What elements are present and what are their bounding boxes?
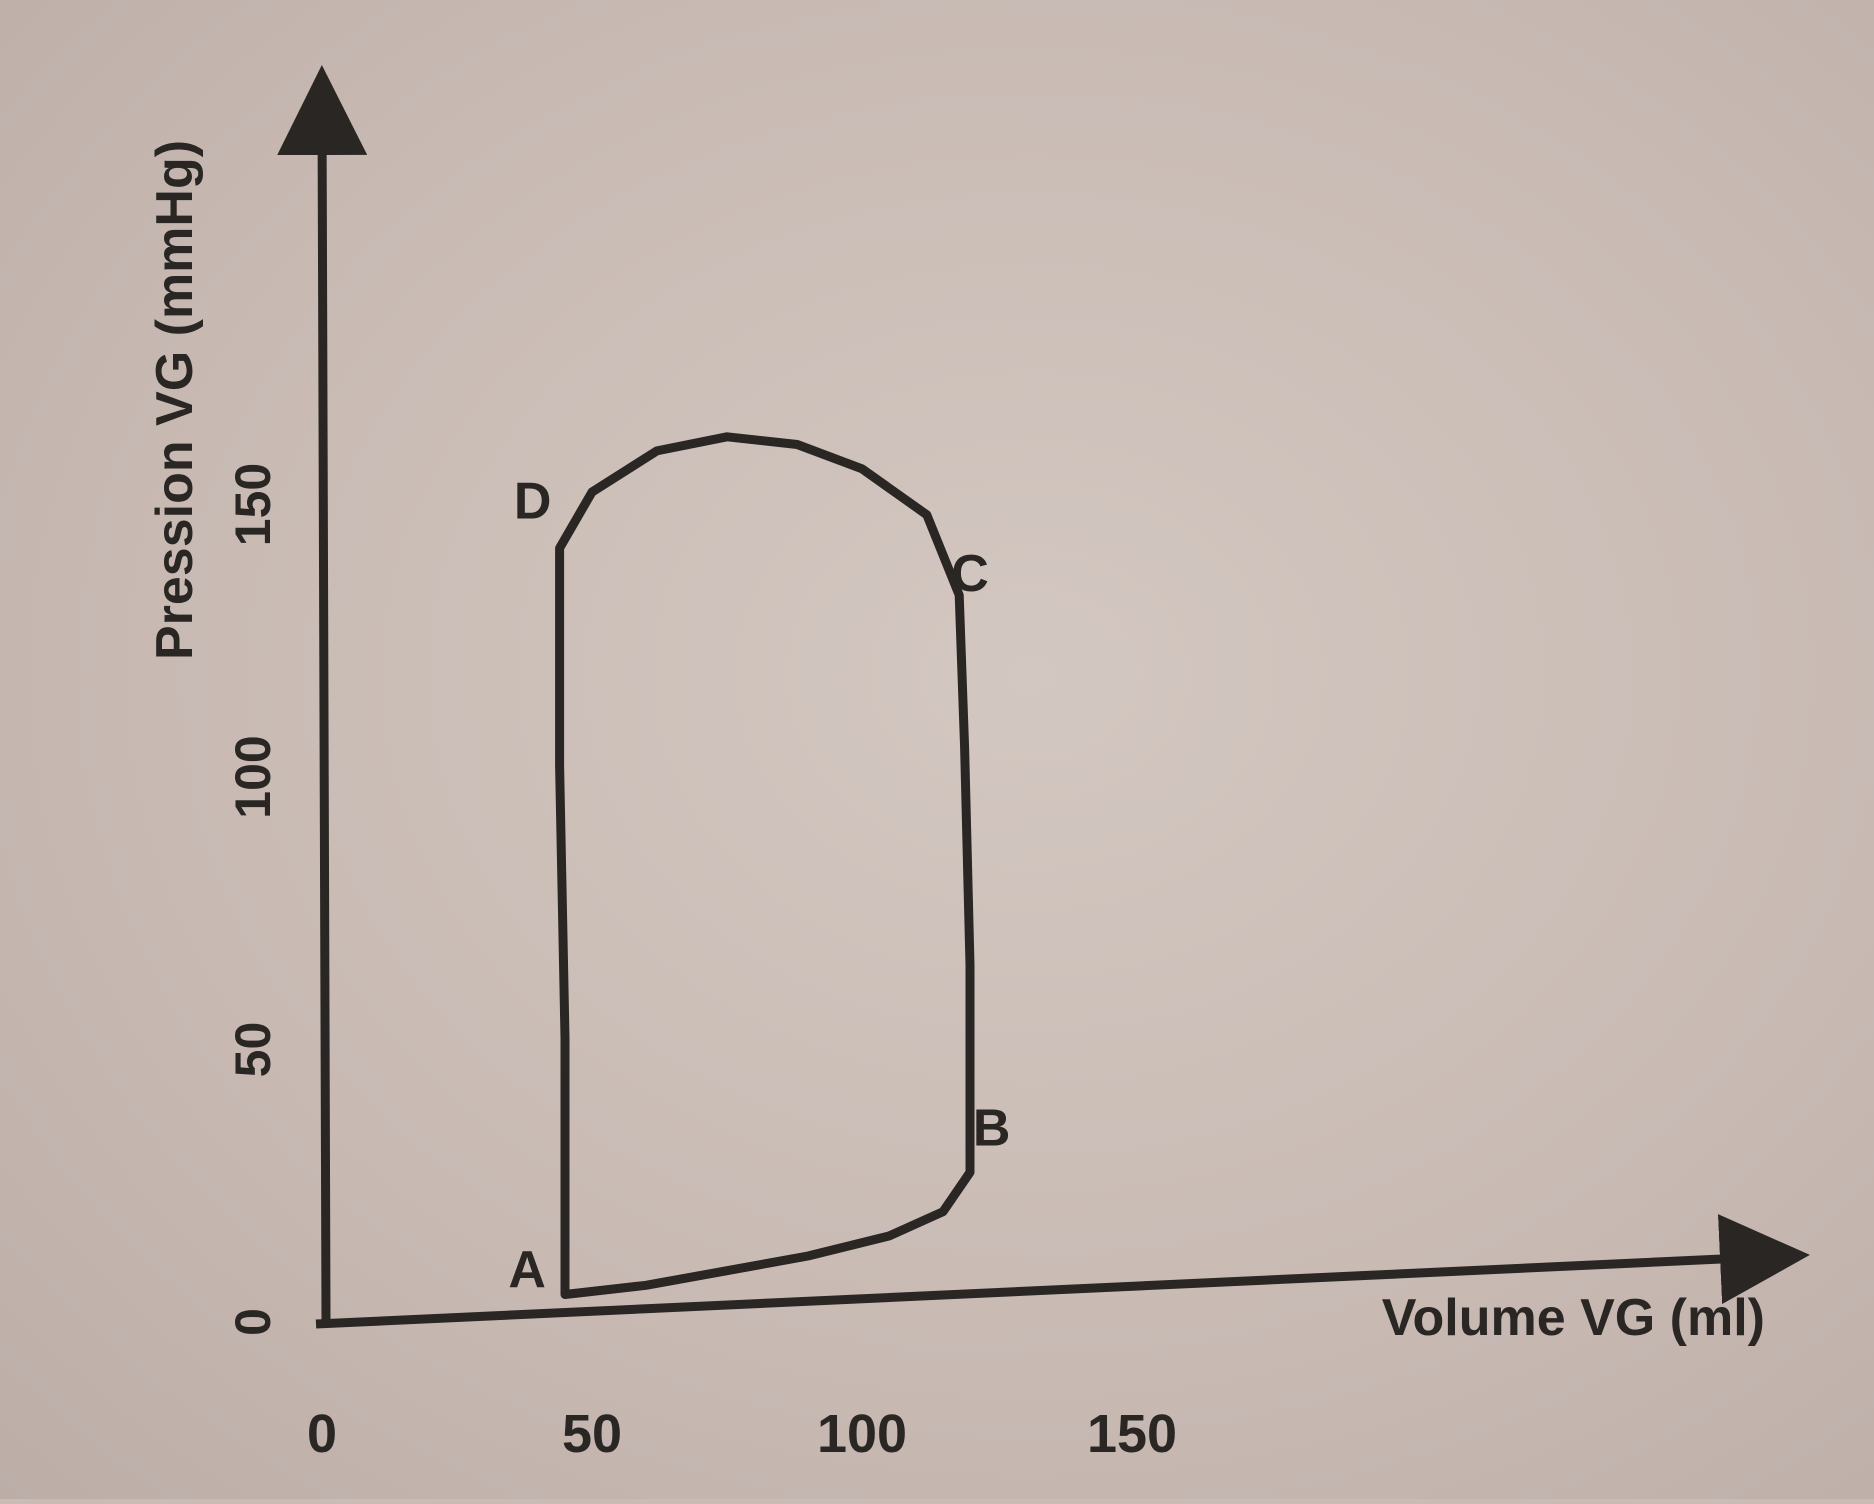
x-tick-label: 150	[1087, 1404, 1177, 1464]
point-label-a: A	[508, 1241, 546, 1299]
x-axis	[315, 1214, 1810, 1329]
y-tick-label: 50	[225, 1022, 281, 1078]
x-axis-label: Volume VG (ml)	[1382, 1289, 1765, 1347]
point-label-b: B	[973, 1100, 1011, 1158]
y-tick-label: 0	[225, 1308, 281, 1336]
y-axis-label: Pression VG (mmHg)	[146, 140, 204, 660]
y-tick-labels: 0 50 100 150	[225, 463, 281, 1336]
y-tick-label: 150	[225, 463, 281, 546]
point-labels: A B C D	[508, 472, 1010, 1299]
x-tick-labels: 0 50 100 150	[307, 1404, 1177, 1464]
point-label-c: C	[951, 545, 989, 603]
y-axis	[277, 65, 368, 1321]
x-tick-label: 100	[817, 1404, 907, 1464]
y-tick-label: 100	[225, 735, 281, 818]
point-label-d: D	[514, 472, 552, 530]
pressure-volume-loop	[555, 432, 975, 1299]
x-tick-label: 50	[562, 1404, 622, 1464]
x-tick-label: 0	[307, 1404, 337, 1464]
